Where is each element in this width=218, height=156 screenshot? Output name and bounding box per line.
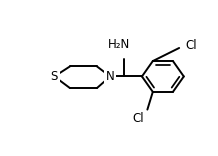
Text: Cl: Cl [185,39,197,52]
Text: Cl: Cl [132,112,143,125]
Text: S: S [51,70,58,83]
Text: H₂N: H₂N [107,38,130,51]
Text: N: N [106,70,114,83]
